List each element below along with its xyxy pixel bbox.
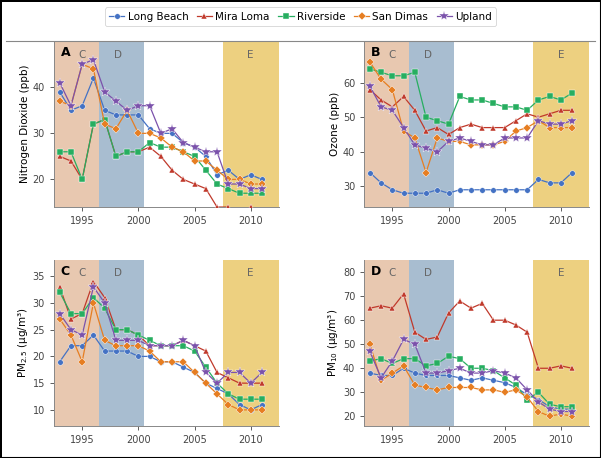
Bar <box>533 260 589 426</box>
Text: D: D <box>424 49 432 60</box>
Bar <box>99 260 144 426</box>
Bar <box>409 260 454 426</box>
Text: D: D <box>114 49 122 60</box>
Text: E: E <box>248 268 254 278</box>
Bar <box>99 41 144 207</box>
Bar <box>54 41 99 207</box>
Text: D: D <box>371 265 381 278</box>
Text: E: E <box>558 49 564 60</box>
Text: B: B <box>371 46 380 59</box>
Y-axis label: PM$_{2.5}$ (μg/m³): PM$_{2.5}$ (μg/m³) <box>16 308 30 378</box>
Text: D: D <box>114 268 122 278</box>
Text: C: C <box>61 265 70 278</box>
Bar <box>222 260 279 426</box>
Bar <box>364 260 409 426</box>
Bar <box>222 41 279 207</box>
Legend: Long Beach, Mira Loma, Riverside, San Dimas, Upland: Long Beach, Mira Loma, Riverside, San Di… <box>105 7 496 26</box>
Y-axis label: Nitrogen Dioxide (ppb): Nitrogen Dioxide (ppb) <box>20 65 30 183</box>
Text: C: C <box>79 268 86 278</box>
Text: C: C <box>389 268 396 278</box>
Text: C: C <box>79 49 86 60</box>
Bar <box>364 41 409 207</box>
Bar <box>54 260 99 426</box>
Text: E: E <box>248 49 254 60</box>
Bar <box>533 41 589 207</box>
Text: E: E <box>558 268 564 278</box>
Text: C: C <box>389 49 396 60</box>
Text: A: A <box>61 46 70 59</box>
Y-axis label: Ozone (ppb): Ozone (ppb) <box>330 92 340 156</box>
Text: D: D <box>424 268 432 278</box>
Y-axis label: PM$_{10}$ (μg/m³): PM$_{10}$ (μg/m³) <box>326 309 340 377</box>
Bar <box>409 41 454 207</box>
